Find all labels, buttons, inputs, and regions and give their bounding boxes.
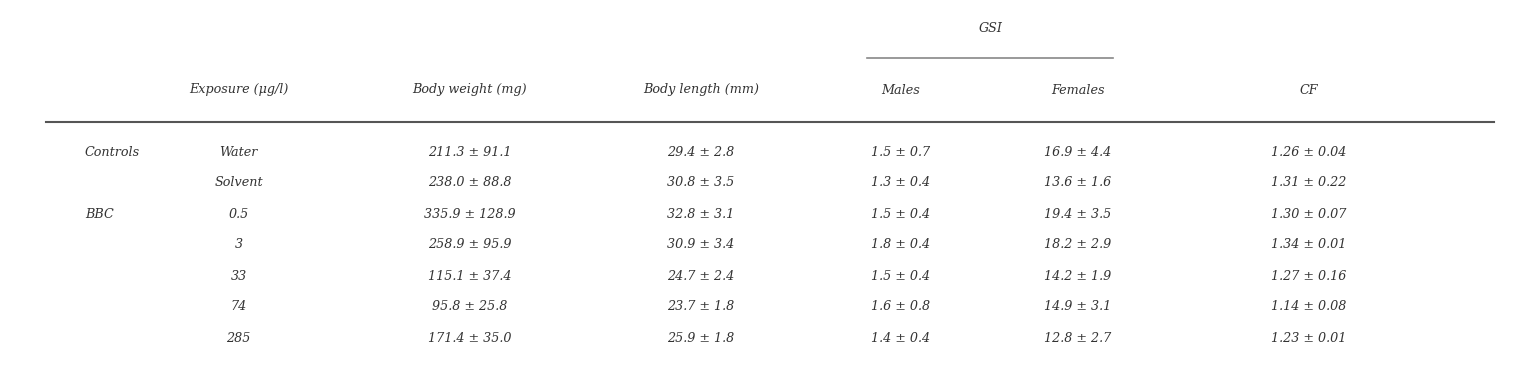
Text: 1.23 ± 0.01: 1.23 ± 0.01	[1272, 332, 1346, 344]
Text: Females: Females	[1052, 83, 1104, 97]
Text: 3: 3	[234, 239, 243, 251]
Text: 285: 285	[226, 332, 251, 344]
Text: 19.4 ± 3.5: 19.4 ± 3.5	[1044, 208, 1112, 220]
Text: 23.7 ± 1.8: 23.7 ± 1.8	[667, 300, 735, 314]
Text: 24.7 ± 2.4: 24.7 ± 2.4	[667, 269, 735, 283]
Text: 30.9 ± 3.4: 30.9 ± 3.4	[667, 239, 735, 251]
Text: BBC: BBC	[85, 208, 114, 220]
Text: 1.5 ± 0.4: 1.5 ± 0.4	[872, 269, 930, 283]
Text: 14.9 ± 3.1: 14.9 ± 3.1	[1044, 300, 1112, 314]
Text: Males: Males	[881, 83, 921, 97]
Text: 1.3 ± 0.4: 1.3 ± 0.4	[872, 176, 930, 190]
Text: 29.4 ± 2.8: 29.4 ± 2.8	[667, 146, 735, 158]
Text: 18.2 ± 2.9: 18.2 ± 2.9	[1044, 239, 1112, 251]
Text: Body length (mm): Body length (mm)	[642, 83, 759, 97]
Text: 30.8 ± 3.5: 30.8 ± 3.5	[667, 176, 735, 190]
Text: 16.9 ± 4.4: 16.9 ± 4.4	[1044, 146, 1112, 158]
Text: 14.2 ± 1.9: 14.2 ± 1.9	[1044, 269, 1112, 283]
Text: GSI: GSI	[978, 22, 1003, 34]
Text: 12.8 ± 2.7: 12.8 ± 2.7	[1044, 332, 1112, 344]
Text: 32.8 ± 3.1: 32.8 ± 3.1	[667, 208, 735, 220]
Text: 74: 74	[231, 300, 246, 314]
Text: 115.1 ± 37.4: 115.1 ± 37.4	[428, 269, 511, 283]
Text: Water: Water	[220, 146, 257, 158]
Text: Body weight (mg): Body weight (mg)	[413, 83, 527, 97]
Text: 0.5: 0.5	[228, 208, 249, 220]
Text: 1.5 ± 0.7: 1.5 ± 0.7	[872, 146, 930, 158]
Text: 335.9 ± 128.9: 335.9 ± 128.9	[424, 208, 516, 220]
Text: 258.9 ± 95.9: 258.9 ± 95.9	[428, 239, 511, 251]
Text: 1.31 ± 0.22: 1.31 ± 0.22	[1272, 176, 1346, 190]
Text: 1.8 ± 0.4: 1.8 ± 0.4	[872, 239, 930, 251]
Text: 1.30 ± 0.07: 1.30 ± 0.07	[1272, 208, 1346, 220]
Text: 1.4 ± 0.4: 1.4 ± 0.4	[872, 332, 930, 344]
Text: 238.0 ± 88.8: 238.0 ± 88.8	[428, 176, 511, 190]
Text: 1.6 ± 0.8: 1.6 ± 0.8	[872, 300, 930, 314]
Text: 1.26 ± 0.04: 1.26 ± 0.04	[1272, 146, 1346, 158]
Text: 1.5 ± 0.4: 1.5 ± 0.4	[872, 208, 930, 220]
Text: 1.34 ± 0.01: 1.34 ± 0.01	[1272, 239, 1346, 251]
Text: 1.27 ± 0.16: 1.27 ± 0.16	[1272, 269, 1346, 283]
Text: 1.14 ± 0.08: 1.14 ± 0.08	[1272, 300, 1346, 314]
Text: 25.9 ± 1.8: 25.9 ± 1.8	[667, 332, 735, 344]
Text: Controls: Controls	[85, 146, 140, 158]
Text: 33: 33	[231, 269, 246, 283]
Text: 95.8 ± 25.8: 95.8 ± 25.8	[433, 300, 507, 314]
Text: 171.4 ± 35.0: 171.4 ± 35.0	[428, 332, 511, 344]
Text: Solvent: Solvent	[214, 176, 263, 190]
Text: Exposure (μg/l): Exposure (μg/l)	[189, 83, 288, 97]
Text: 211.3 ± 91.1: 211.3 ± 91.1	[428, 146, 511, 158]
Text: 13.6 ± 1.6: 13.6 ± 1.6	[1044, 176, 1112, 190]
Text: CF: CF	[1300, 83, 1318, 97]
